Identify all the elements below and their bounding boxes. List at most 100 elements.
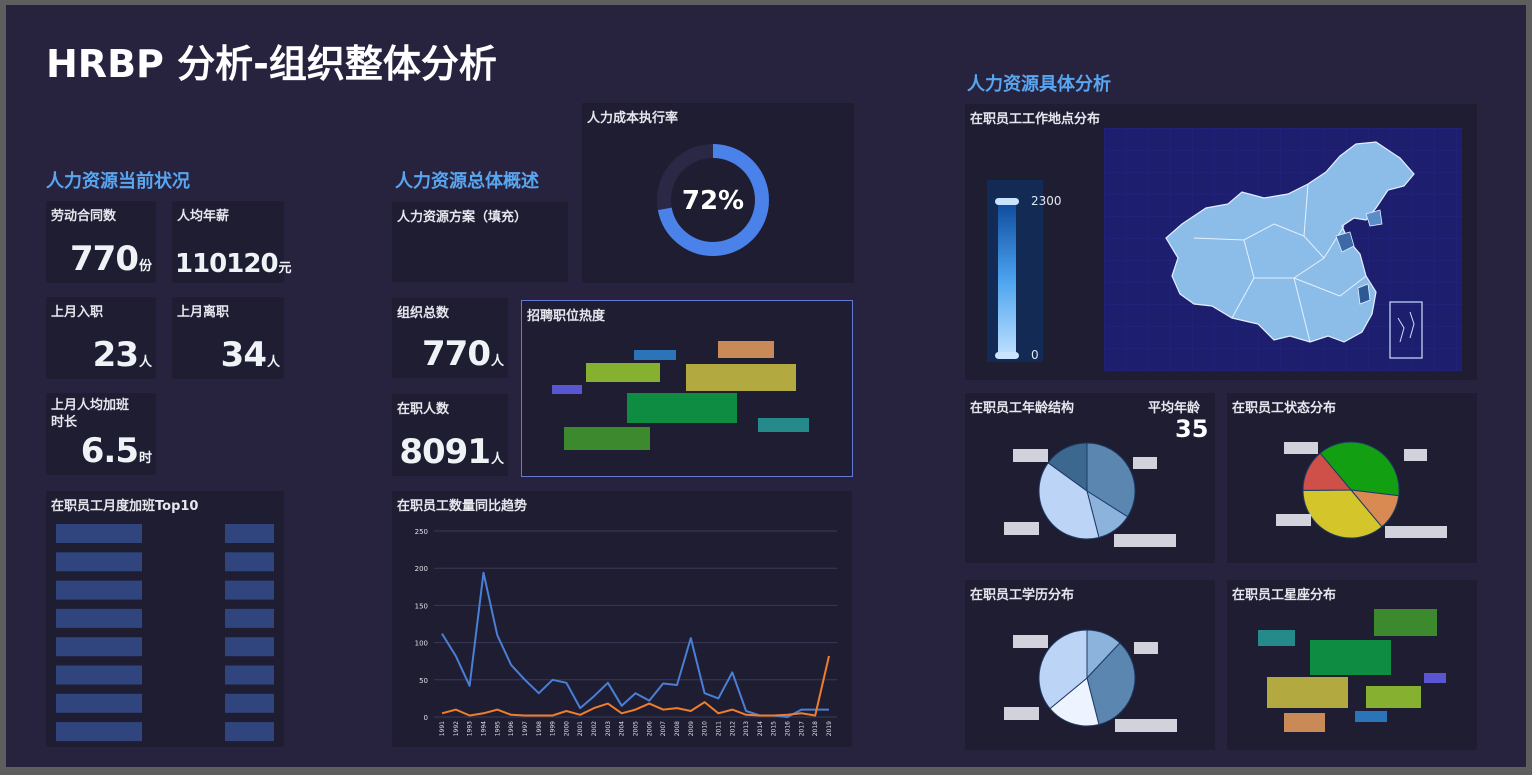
trend-xtick-label: 2016 [785, 721, 792, 736]
map-region-dark [1335, 231, 1355, 253]
kpi-hires: 上月入职 23人 [46, 297, 156, 379]
kpi-value: 8091 [399, 432, 491, 472]
kpi-label: 上月离职 [177, 305, 230, 320]
trend-ytick-label: 100 [415, 640, 428, 648]
trend-xtick-label: 2014 [757, 721, 764, 736]
trend-xtick-label: 2004 [619, 721, 626, 736]
map-legend-handle-bottom[interactable] [995, 352, 1019, 359]
kpi-org-total: 组织总数 770人 [392, 298, 508, 378]
plan-panel: 人力资源方案（填充） [392, 202, 568, 282]
pie-label-box [1276, 514, 1311, 526]
cost-rate-value: 72% [682, 186, 744, 216]
trend-xtick-label: 1998 [536, 721, 543, 736]
pie-slice [1049, 677, 1100, 727]
china-map[interactable] [1104, 128, 1462, 371]
status-pie [1276, 441, 1447, 539]
overtime-top10-bars [56, 524, 274, 742]
hot-job-block [627, 393, 737, 423]
trend-xtick-label: 2005 [633, 721, 640, 736]
pie-label-box [1114, 534, 1176, 547]
map-legend: 2300 0 [987, 180, 1062, 362]
top10-name-bar [56, 665, 142, 685]
trend-chart: 0 50 100 150 200 250 1991 1992 1993 1994 1995 1996 1… [415, 528, 837, 736]
pie-label-box [1133, 457, 1157, 469]
map-region-darkest [1357, 283, 1371, 305]
pie-label-box [1013, 635, 1048, 648]
trend-xtick-label: 2000 [563, 721, 570, 736]
page-title: HRBP 分析-组织整体分析 [46, 42, 497, 86]
trend-panel: 在职员工数量同比趋势 0 50 100 150 200 250 1991 1992 1993 19… [392, 491, 852, 747]
hot-job-block [718, 341, 774, 358]
kpi-value: 34 [220, 335, 267, 375]
zodiac-block [1310, 640, 1391, 675]
pie-label-box [1004, 522, 1039, 535]
zodiac-block [1366, 686, 1421, 708]
top10-name-bar [56, 552, 142, 572]
kpi-unit: 人 [138, 355, 152, 370]
top10-value-bar [225, 637, 274, 657]
donut-arc [657, 144, 769, 256]
top10-value-bar [225, 665, 274, 685]
trend-title: 在职员工数量同比趋势 [397, 499, 528, 514]
top10-value-bar [225, 552, 274, 572]
map-legend-bar[interactable] [998, 202, 1016, 356]
age-title: 在职员工年龄结构 [970, 401, 1075, 416]
top10-name-bar [56, 608, 142, 628]
trend-series-line [441, 655, 830, 717]
trend-xtick-label: 2015 [771, 721, 778, 736]
cost-rate-donut: 72% [657, 144, 769, 256]
trend-xtick-label: 2009 [688, 721, 695, 736]
top10-name-bar [56, 722, 142, 742]
kpi-unit: 份 [138, 259, 152, 274]
trend-xtick-label: 1995 [494, 721, 501, 736]
pie-label-box [1115, 719, 1177, 732]
pie-label-box [1134, 642, 1158, 654]
pie-label-box [1284, 442, 1318, 454]
kpi-label: 组织总数 [397, 306, 450, 321]
top10-value-bar [225, 580, 274, 600]
kpi-employees: 在职人数 8091人 [392, 394, 508, 476]
map-province-borders [1193, 183, 1367, 343]
kpi-salary: 人均年薪 110120元 [172, 201, 292, 283]
pie-slice [1302, 489, 1383, 539]
pie-label-box [1013, 449, 1048, 462]
map-region-mid [1365, 209, 1383, 227]
top10-value-bar [225, 524, 274, 543]
kpi-value: 770 [70, 239, 139, 279]
trend-xtick-label: 1992 [453, 721, 460, 736]
pie-label-box [1004, 707, 1039, 720]
pie-slice [1038, 629, 1088, 710]
hot-job-block [586, 363, 660, 382]
trend-xtick-label: 2007 [660, 721, 667, 736]
kpi-label: 在职人数 [397, 402, 450, 417]
trend-xtick-label: 2017 [798, 721, 805, 736]
education-title: 在职员工学历分布 [970, 588, 1075, 603]
trend-xtick-label: 2018 [812, 721, 819, 736]
map-legend-min: 0 [1031, 348, 1039, 362]
pie-slice [1319, 441, 1400, 497]
trend-xtick-label: 1997 [522, 721, 529, 736]
kpi-value: 110120 [175, 249, 279, 279]
map-south-sea-islands [1397, 311, 1415, 343]
zodiac-block [1424, 673, 1446, 683]
trend-ytick-label: 150 [415, 602, 428, 610]
map-legend-handle-top[interactable] [995, 198, 1019, 205]
kpi-overtime: 上月人均加班时长 6.5时 [46, 393, 156, 475]
top10-name-bar [56, 524, 142, 543]
zodiac-block [1355, 711, 1387, 722]
trend-xtick-label: 1994 [480, 721, 487, 736]
pie-slice [1038, 462, 1100, 540]
kpi-unit: 时 [138, 451, 152, 466]
trend-ytick-label: 0 [424, 714, 428, 722]
map-legend-max: 2300 [1031, 194, 1062, 208]
trend-series-line [441, 571, 829, 718]
age-avg-label: 平均年龄 [1148, 401, 1201, 416]
zodiac-block [1267, 677, 1348, 708]
kpi-unit: 人 [490, 452, 504, 467]
top10-name-bar [56, 693, 142, 713]
status-title: 在职员工状态分布 [1232, 401, 1337, 416]
trend-xtick-label: 2013 [743, 721, 750, 736]
pie-slice [1302, 452, 1353, 491]
top10-value-bar [225, 608, 274, 628]
kpi-label: 上月人均加班时长 [51, 398, 130, 430]
